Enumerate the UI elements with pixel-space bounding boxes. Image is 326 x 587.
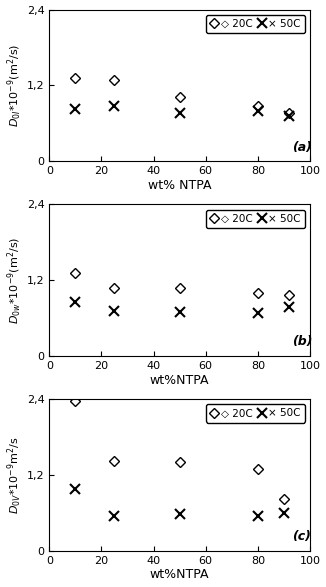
◇ 20C [178,459,182,466]
◇ 20C [112,457,116,464]
Text: (b): (b) [292,336,312,349]
× 50C [73,485,77,492]
Y-axis label: $D_{0I}$*10$^{-9}$(m$^2$/s): $D_{0I}$*10$^{-9}$(m$^2$/s) [6,44,24,127]
× 50C [112,512,116,519]
◇ 20C [256,103,260,110]
× 50C [256,108,260,115]
◇ 20C [73,75,77,82]
Line: ◇ 20C: ◇ 20C [72,269,292,298]
× 50C [282,510,286,517]
× 50C [112,102,116,109]
◇ 20C [282,495,286,502]
× 50C [256,309,260,316]
◇ 20C [256,465,260,472]
X-axis label: wt%NTPA: wt%NTPA [150,568,209,582]
Legend: ◇ 20C, × 50C: ◇ 20C, × 50C [206,210,305,228]
◇ 20C [287,291,291,298]
Legend: ◇ 20C, × 50C: ◇ 20C, × 50C [206,404,305,423]
◇ 20C [178,284,182,291]
× 50C [287,112,291,119]
× 50C [73,299,77,306]
◇ 20C [112,77,116,84]
◇ 20C [112,284,116,291]
◇ 20C [73,397,77,404]
× 50C [178,511,182,518]
Y-axis label: $D_{0w}$*10$^{-9}$(m$^2$/s): $D_{0w}$*10$^{-9}$(m$^2$/s) [6,237,24,324]
× 50C [178,109,182,116]
Legend: ◇ 20C, × 50C: ◇ 20C, × 50C [206,15,305,33]
Line: × 50C: × 50C [70,298,294,318]
X-axis label: wt%NTPA: wt%NTPA [150,374,209,387]
Line: ◇ 20C: ◇ 20C [72,75,292,116]
◇ 20C [287,109,291,116]
Y-axis label: $D_{0V}$*10$^{-9}$m$^2$/s: $D_{0V}$*10$^{-9}$m$^2$/s [6,436,24,514]
× 50C [73,105,77,112]
◇ 20C [73,269,77,276]
Line: ◇ 20C: ◇ 20C [72,397,287,502]
Line: × 50C: × 50C [70,484,289,521]
× 50C [287,303,291,311]
◇ 20C [178,93,182,100]
Text: (c): (c) [292,530,311,543]
Text: (a): (a) [292,141,312,154]
× 50C [178,308,182,315]
× 50C [256,512,260,519]
× 50C [112,307,116,314]
Line: × 50C: × 50C [70,101,294,121]
X-axis label: wt% NTPA: wt% NTPA [148,179,211,192]
◇ 20C [256,289,260,296]
